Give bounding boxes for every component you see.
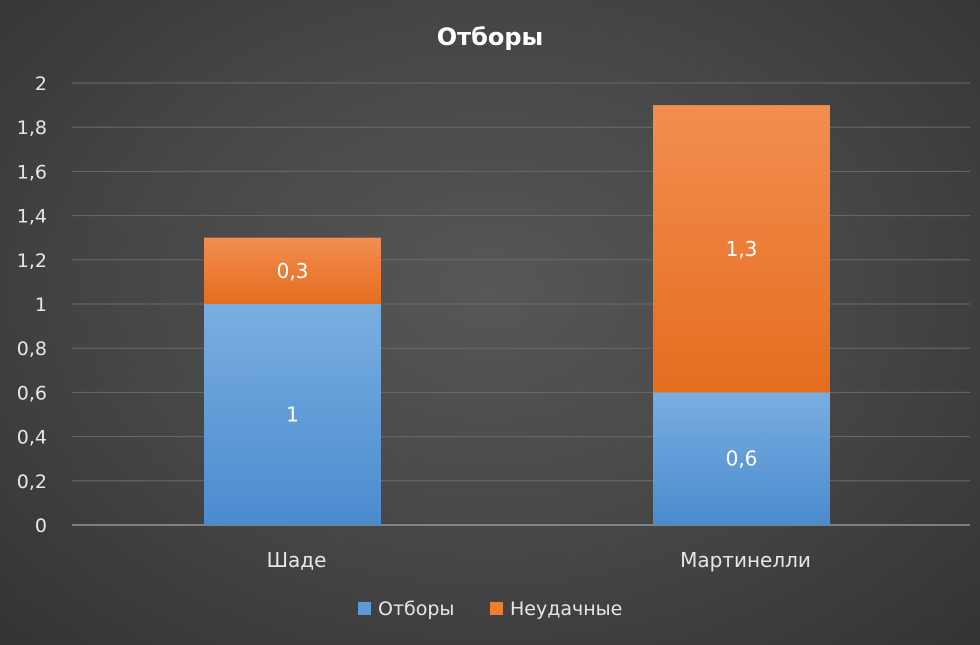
legend-swatch [358, 602, 371, 615]
chart-title: Отборы [437, 23, 543, 51]
bar-otbory [204, 304, 381, 525]
legend-label: Отборы [378, 598, 454, 620]
y-tick-label: 1,2 [17, 250, 47, 272]
bar-neudachnye [653, 105, 830, 393]
data-label: 1,3 [726, 237, 758, 261]
data-labels: 1 0,3 0,6 1,3 [277, 237, 758, 471]
bars [204, 105, 830, 525]
y-tick-label: 0,8 [17, 338, 47, 360]
y-tick-label: 0 [35, 515, 47, 537]
y-tick-label: 2 [35, 73, 47, 95]
y-tick-label: 0,2 [17, 471, 47, 493]
data-label: 0,3 [277, 259, 309, 283]
y-tick-label: 1,4 [17, 206, 47, 228]
bar-otbory [653, 392, 830, 525]
y-axis: 0 0,2 0,4 0,6 0,8 1 1,2 1,4 1,6 1,8 2 [17, 73, 47, 537]
data-label: 0,6 [726, 447, 758, 471]
y-tick-label: 1,8 [17, 117, 47, 139]
legend: Отборы Неудачные [358, 598, 622, 620]
legend-label: Неудачные [510, 598, 622, 620]
x-tick-label: Шаде [267, 548, 327, 572]
y-tick-label: 1,6 [17, 161, 47, 183]
bar-neudachnye [204, 237, 381, 304]
y-tick-label: 1 [35, 294, 47, 316]
legend-swatch [490, 602, 503, 615]
y-tick-label: 0,4 [17, 427, 47, 449]
x-axis: Шаде Мартинелли [267, 548, 811, 572]
y-tick-label: 0,6 [17, 382, 47, 404]
data-label: 1 [286, 403, 299, 427]
x-tick-label: Мартинелли [680, 548, 811, 572]
